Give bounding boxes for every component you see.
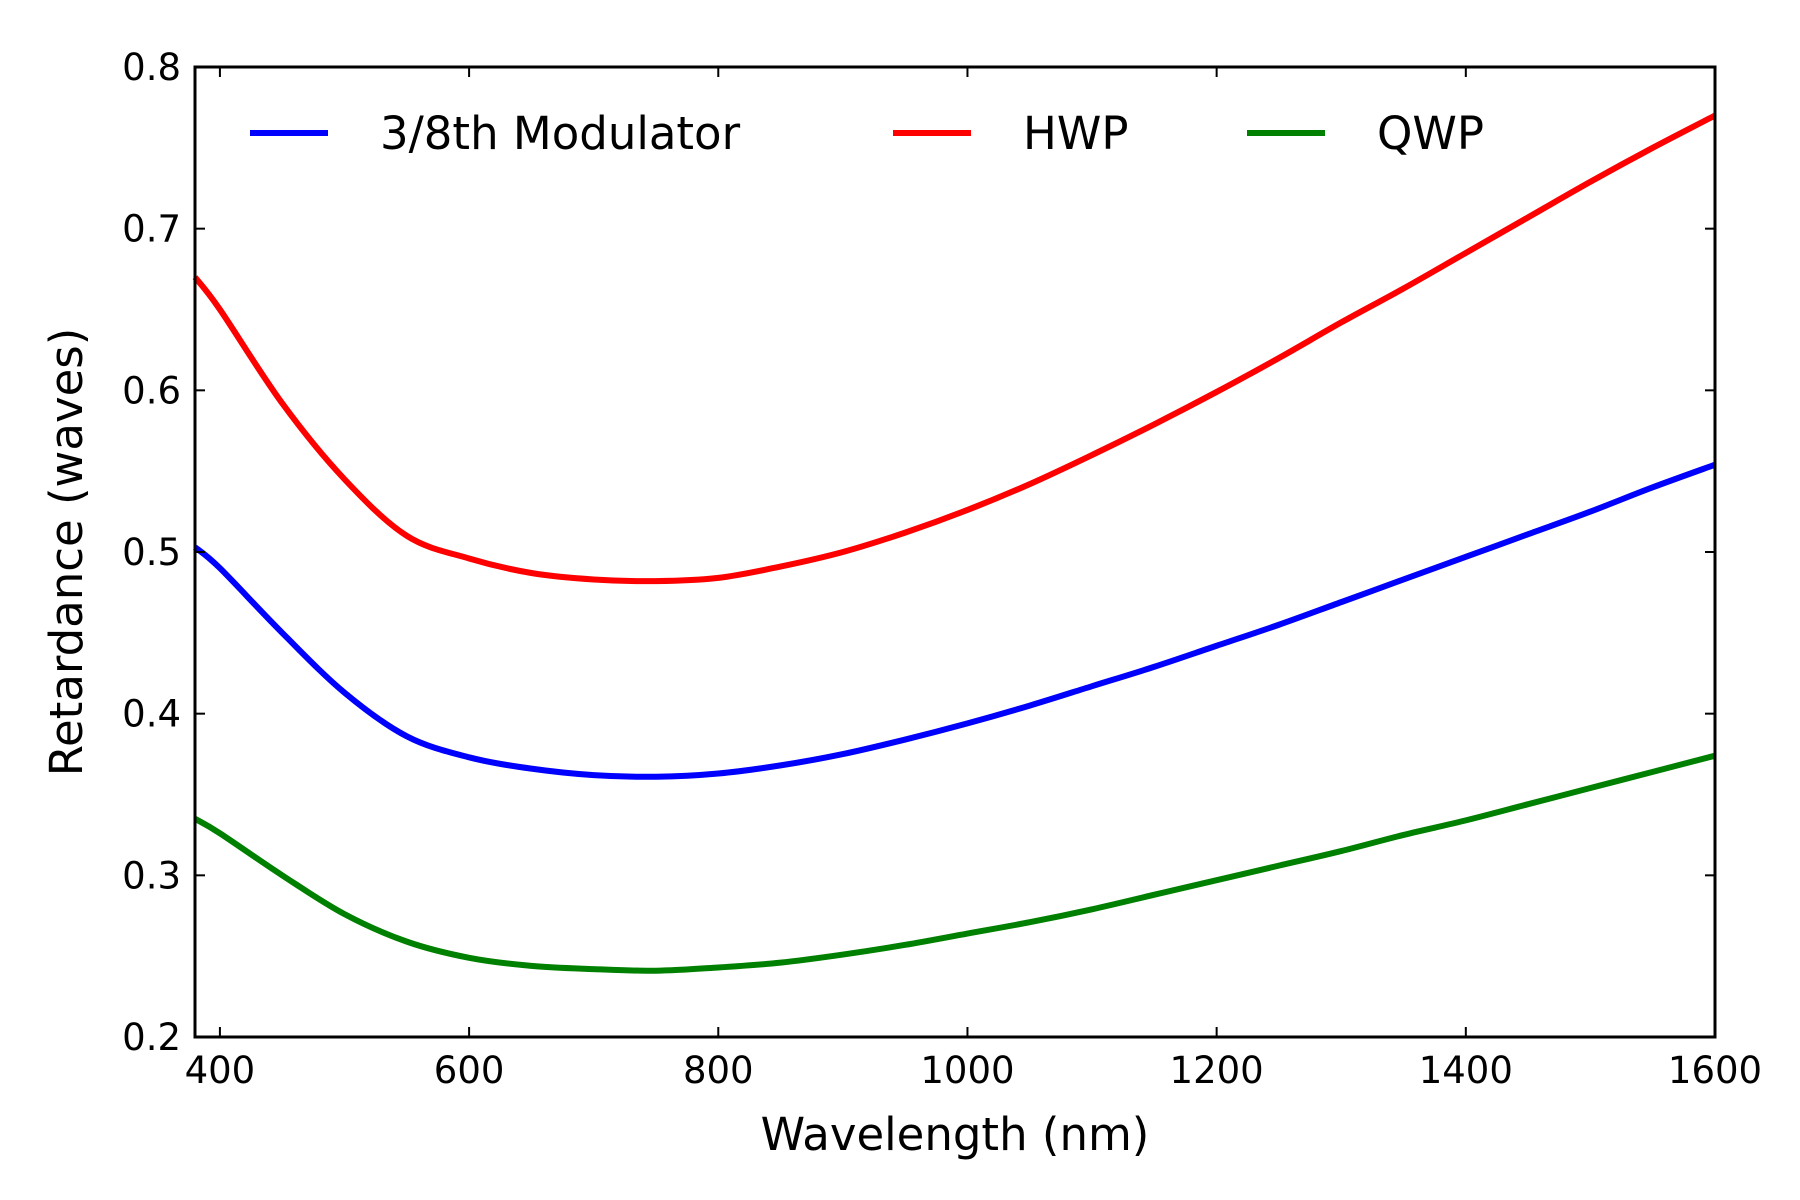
y-axis-title: Retardance (waves) [40, 328, 93, 777]
y-tick-label: 0.5 [122, 531, 181, 574]
y-tick-label: 0.8 [122, 46, 181, 89]
series-line-1 [193, 461, 1717, 780]
y-tick-label: 0.4 [122, 693, 181, 736]
x-tick-label: 800 [683, 1049, 754, 1092]
x-tick-label: 400 [185, 1049, 256, 1092]
legend-label-1: 3/8th Modulator [380, 107, 741, 160]
x-tick-label: 1400 [1419, 1049, 1513, 1092]
tick-labels-layer: 400 600 800 1000 1200 1400 1600 0.2 0.3 0.4 0.5 0.6… [122, 46, 1762, 1092]
y-tick-label: 0.3 [122, 854, 181, 897]
series-line-2 [192, 112, 1717, 585]
plot-frame [193, 65, 1717, 1039]
series-layer [192, 112, 1717, 974]
x-axis-title: Wavelength (nm) [761, 1108, 1150, 1161]
x-tick-label: 1200 [1170, 1049, 1264, 1092]
x-tick-label: 600 [434, 1049, 505, 1092]
y-tick-label: 0.6 [122, 369, 181, 412]
legend-label-2: HWP [1023, 107, 1128, 160]
y-tick-label: 0.2 [122, 1016, 181, 1059]
series-line-3 [193, 752, 1716, 974]
x-tick-label: 1000 [920, 1049, 1014, 1092]
x-tick-label: 1600 [1668, 1049, 1762, 1092]
legend: 3/8th Modulator HWP QWP [250, 107, 1484, 160]
y-tick-label: 0.7 [122, 208, 181, 251]
legend-label-3: QWP [1377, 107, 1484, 160]
